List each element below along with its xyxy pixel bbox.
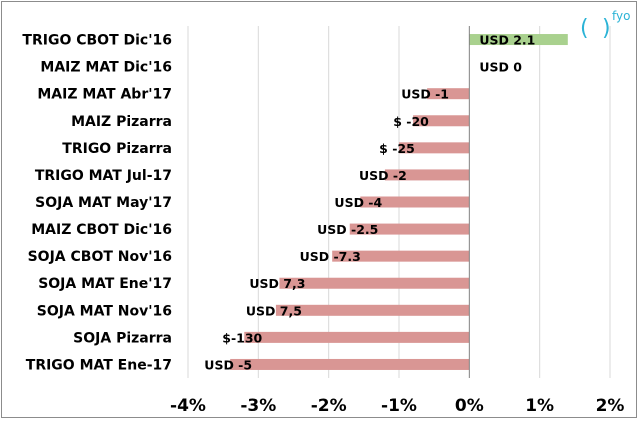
bar-3 xyxy=(413,115,470,127)
data-label-4: $ -25 xyxy=(379,141,415,156)
bars xyxy=(230,34,568,370)
category-label-5: TRIGO MAT Jul-17 xyxy=(35,168,172,184)
x-tick-label-1: -3% xyxy=(240,396,276,416)
bar-6 xyxy=(360,196,470,208)
category-label-7: MAIZ CBOT Dic'16 xyxy=(31,222,172,238)
x-tick-label-6: 2% xyxy=(596,396,625,416)
bar-8 xyxy=(332,250,470,262)
category-label-9: SOJA MAT Ene'17 xyxy=(38,276,172,292)
x-tick-labels: -4% -3% -2% -1% 0% 1% 2% xyxy=(170,396,624,416)
data-label-0: USD 2.1 xyxy=(479,33,535,48)
bar-10 xyxy=(275,304,470,316)
data-label-2: USD -1 xyxy=(401,87,449,102)
data-label-6: USD -4 xyxy=(334,195,382,210)
data-labels: USD 2.1 USD 0 USD -1 $ -20 $ -25 USD -2 USD -4… xyxy=(204,33,535,373)
x-tick-label-3: -1% xyxy=(381,396,417,416)
category-label-4: TRIGO Pizarra xyxy=(62,141,172,157)
bar-12 xyxy=(230,358,470,370)
data-label-12: USD -5 xyxy=(204,357,252,372)
data-label-10: USD 7,5 xyxy=(246,303,302,318)
category-label-12: TRIGO MAT Ene-17 xyxy=(26,357,172,373)
category-label-11: SOJA Pizarra xyxy=(73,330,172,346)
x-tick-label-0: -4% xyxy=(170,396,206,416)
category-label-2: MAIZ MAT Abr'17 xyxy=(37,87,172,103)
x-tick-label-2: -2% xyxy=(311,396,347,416)
data-label-5: USD -2 xyxy=(359,168,407,183)
bar-4 xyxy=(399,142,470,154)
gridlines xyxy=(187,26,611,378)
data-label-8: USD -7.3 xyxy=(300,249,361,264)
bar-7 xyxy=(349,223,470,235)
category-label-3: MAIZ Pizarra xyxy=(71,114,172,130)
logo-paren-close: ) xyxy=(602,16,611,41)
fyo-logo: ( ) fyo xyxy=(580,9,630,41)
bar-2 xyxy=(427,88,470,100)
data-label-3: $ -20 xyxy=(393,114,429,129)
data-label-9: USD 7,3 xyxy=(249,276,305,291)
logo-text: fyo xyxy=(612,9,630,23)
data-label-11: $-130 xyxy=(222,330,262,345)
category-label-8: SOJA CBOT Nov'16 xyxy=(28,249,172,265)
category-label-1: MAIZ MAT Dic'16 xyxy=(40,60,172,76)
data-label-7: USD -2.5 xyxy=(317,222,378,237)
category-labels: TRIGO CBOT Dic'16 MAIZ MAT Dic'16 MAIZ MAT… xyxy=(22,33,172,374)
data-label-1: USD 0 xyxy=(479,60,522,75)
x-tick-label-5: 1% xyxy=(525,396,554,416)
bar-9 xyxy=(279,277,470,289)
x-tick-label-4: 0% xyxy=(455,396,484,416)
bar-5 xyxy=(384,169,470,181)
category-label-0: TRIGO CBOT Dic'16 xyxy=(22,33,172,49)
category-label-10: SOJA MAT Nov'16 xyxy=(37,303,172,319)
bar-11 xyxy=(244,331,470,343)
logo-paren-open: ( xyxy=(580,16,589,41)
category-label-6: SOJA MAT May'17 xyxy=(35,195,172,211)
bar-0 xyxy=(469,34,568,46)
